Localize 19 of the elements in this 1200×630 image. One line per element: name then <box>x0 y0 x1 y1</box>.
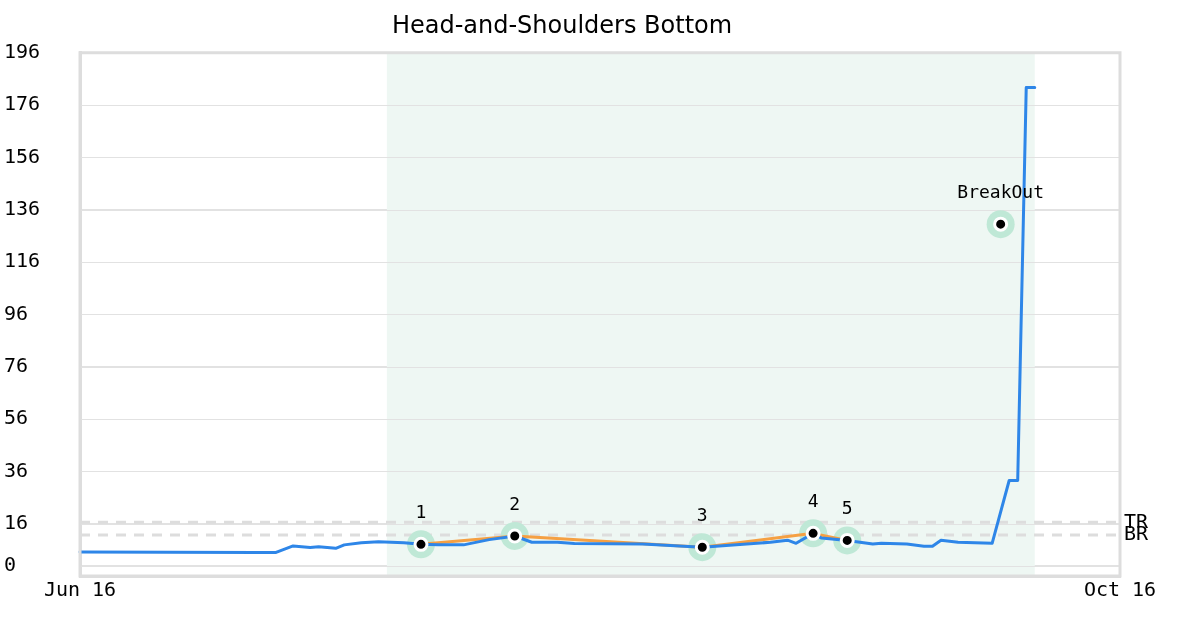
y-tick-label: 196 <box>4 39 41 63</box>
chart-title: Head-and-Shoulders Bottom <box>391 10 733 39</box>
y-tick-label: 136 <box>4 195 41 220</box>
annotation: 1 <box>415 501 427 523</box>
y-tick-label: 156 <box>4 143 41 168</box>
y-tick-label: 56 <box>4 405 29 430</box>
y-tick-label: 96 <box>4 300 29 325</box>
annotation: 4 <box>807 490 819 512</box>
y-tick-label: 36 <box>4 457 29 482</box>
x-tick-label: Oct 16 <box>1083 577 1157 602</box>
x-tick-label: Jun 16 <box>43 577 117 602</box>
y-tick-label: 16 <box>4 509 29 534</box>
y-tick-label: 176 <box>4 91 41 116</box>
annotation: 2 <box>509 492 521 514</box>
y-tick-label: 0 <box>4 551 17 576</box>
y-tick-label: 76 <box>4 352 29 377</box>
y-tick-label: 116 <box>4 248 41 273</box>
annotation: 3 <box>696 503 708 525</box>
annotation: 5 <box>841 497 853 519</box>
